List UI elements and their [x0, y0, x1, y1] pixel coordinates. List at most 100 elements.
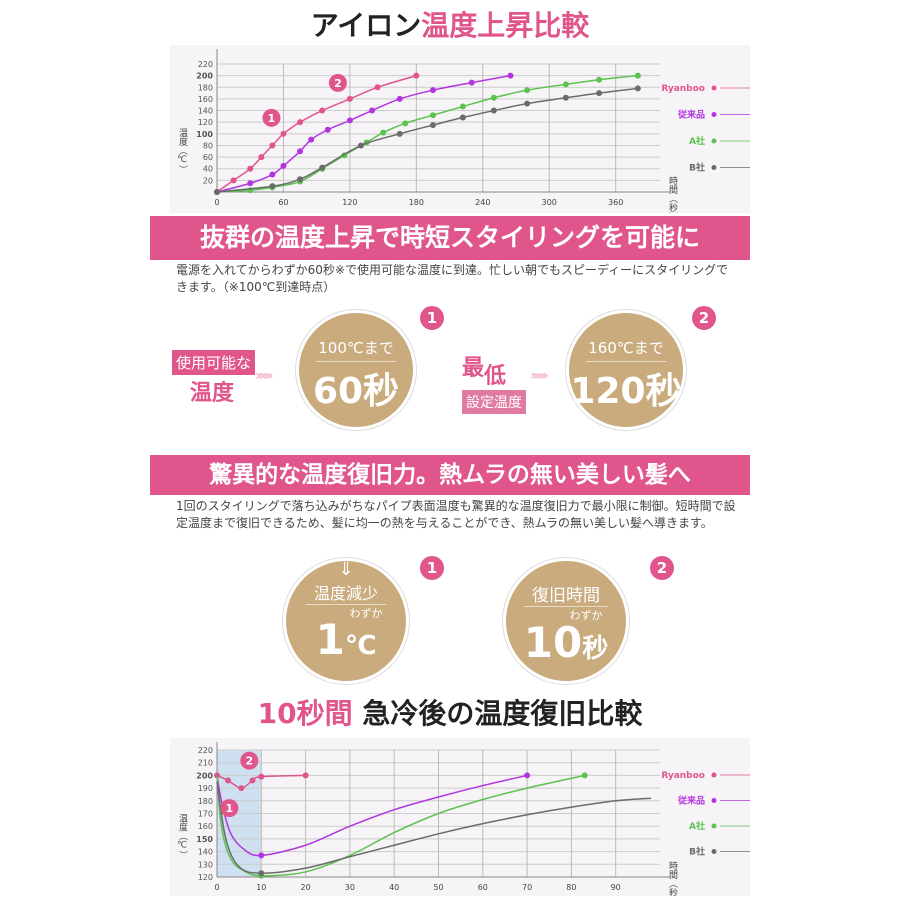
title-black: 急冷後の温度復旧比較 [362, 697, 643, 730]
data-point [459, 114, 466, 121]
y-axis-label: 温度（℃） [177, 128, 188, 174]
legend-marker [711, 85, 717, 91]
circle-sub: わずか [349, 607, 383, 620]
circle-value: 120秒 [570, 371, 682, 412]
x-tick-label: 0 [214, 198, 219, 207]
circle-value: 10 [523, 618, 583, 667]
y-tick-label: 160 [198, 822, 213, 831]
mid-label-2: 低 [484, 364, 507, 389]
circle-unit: ℃ [344, 631, 377, 661]
legend-marker [711, 849, 717, 854]
data-point [225, 777, 232, 784]
left-label-box: 使用可能な [172, 350, 256, 375]
x-tick-label: 40 [389, 883, 399, 892]
legend-label: 従来品 [677, 795, 705, 807]
title-black: アイロン [310, 9, 422, 42]
y-tick-label: 180 [198, 83, 213, 92]
left-label: 温度 [190, 381, 235, 406]
chevrons-icon: ›››››› [255, 368, 274, 384]
thermometer-down-icon: ⇓ [338, 559, 354, 580]
data-point [468, 79, 475, 86]
series-line-B社 [216, 87, 638, 193]
y-tick-label: 140 [198, 848, 213, 857]
y-tick-label: 130 [198, 860, 213, 869]
section2-band: 驚異的な温度復旧力。熱ムラの無い美しい髪へ [150, 455, 750, 495]
annotation-badge [240, 751, 259, 770]
annotation-badge [262, 108, 281, 127]
x-tick-label: 0 [214, 883, 219, 892]
data-point [524, 772, 531, 779]
data-point [258, 154, 265, 161]
data-point [297, 148, 304, 155]
data-point [380, 129, 387, 136]
annotation-badge [220, 799, 239, 818]
annotation-label: 2 [245, 755, 253, 768]
data-point [596, 90, 603, 97]
data-point [402, 120, 409, 127]
circle-60s: 100℃まで 60秒 [296, 310, 416, 430]
x-tick-label: 30 [345, 883, 355, 892]
y-tick-label: 80 [203, 141, 213, 150]
data-point [247, 165, 254, 172]
data-point [238, 785, 245, 792]
x-tick-label: 50 [433, 883, 443, 892]
x-tick-label: 60 [478, 883, 488, 892]
data-point [269, 183, 276, 190]
legend-label: Ryanboo [661, 84, 705, 94]
data-point [297, 119, 304, 126]
y-tick-label: 160 [198, 95, 213, 104]
chart1-panel: 20 40 60 80 100 120 140 160 180 200 220 0 60 120 180 24… [170, 45, 750, 221]
y-tick-label: 210 [198, 759, 213, 768]
badge-1: 1 [420, 556, 444, 580]
badge-2: 2 [692, 306, 716, 330]
data-point [396, 130, 403, 137]
section1-paragraph: 電源を入れてからわずか60秒※で使用可能な温度に到達。忙しい朝でもスピーディーに… [176, 263, 729, 294]
data-point [374, 84, 381, 91]
circle-value: 1 [315, 615, 345, 664]
legend-label: B社 [689, 162, 705, 174]
y-tick-label: 190 [198, 784, 213, 793]
data-point [249, 777, 256, 784]
data-point [258, 773, 265, 780]
legend-marker [711, 165, 717, 170]
data-point [634, 85, 641, 92]
y-tick-label: 120 [198, 118, 213, 127]
mid-label-box: 設定温度 [462, 390, 526, 414]
data-point [302, 772, 309, 779]
title-pink: 10秒間 [257, 697, 353, 730]
data-point [490, 107, 497, 114]
data-point [524, 100, 531, 107]
legend-marker [711, 823, 717, 829]
data-point [324, 126, 331, 133]
legend-label: A社 [689, 135, 705, 147]
data-point [634, 72, 641, 79]
chart1-svg: 20 40 60 80 100 120 140 160 180 200 220 0 60 120 180 24… [177, 49, 750, 221]
y-tick-label: 200 [196, 72, 213, 81]
data-point [346, 95, 353, 102]
data-point [507, 72, 514, 79]
y-axis-label: 温度（℃） [177, 813, 188, 859]
x-tick-label: 120 [342, 198, 357, 207]
data-point [280, 162, 287, 169]
circle-top: 復旧時間 [524, 581, 608, 607]
mid-label-1: 最 [462, 356, 485, 381]
legend-marker [711, 772, 717, 778]
data-point [490, 94, 497, 101]
data-point [319, 164, 326, 171]
annotation-badge [328, 73, 347, 92]
series-line-A社 [216, 74, 638, 193]
data-point [357, 142, 364, 149]
y-tick-label: 220 [198, 746, 213, 755]
x-tick-label: 360 [608, 198, 623, 207]
y-tick-label: 140 [198, 107, 213, 116]
badge-1: 1 [420, 306, 444, 330]
section1-band: 抜群の温度上昇で時短スタイリングを可能に [150, 216, 750, 260]
badge-2: 2 [650, 556, 674, 580]
data-point [459, 103, 466, 110]
data-point [429, 112, 436, 119]
x-tick-label: 240 [475, 198, 490, 207]
data-point [308, 136, 315, 143]
circle-120s: 160℃まで 120秒 [566, 310, 686, 430]
series-line-A社 [216, 774, 585, 877]
